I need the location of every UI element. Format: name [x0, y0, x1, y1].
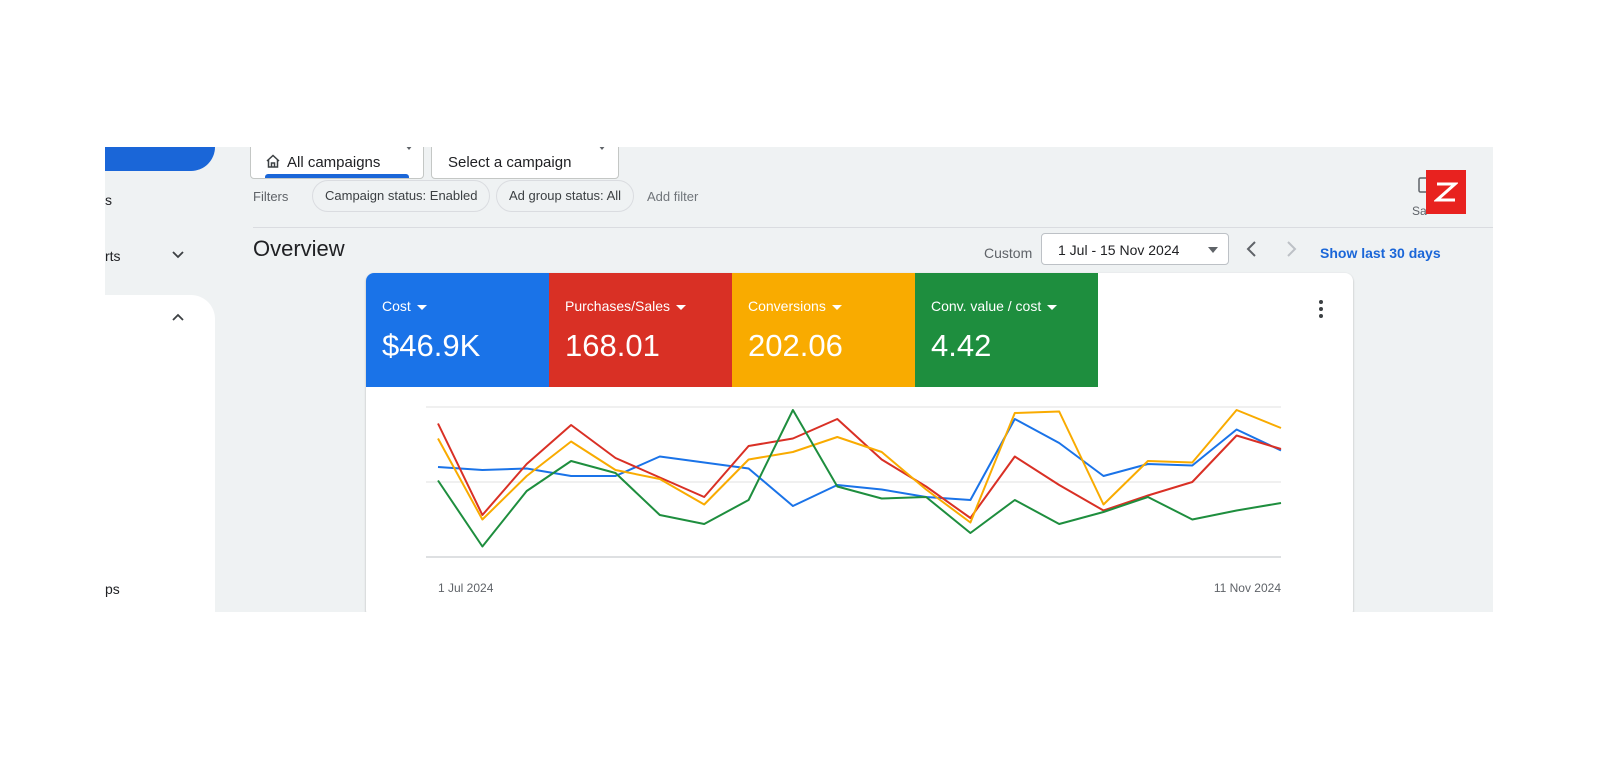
show-last-30-days-link[interactable]: Show last 30 days — [1320, 245, 1441, 261]
chevron-up-icon[interactable] — [171, 310, 185, 324]
series-line-0 — [437, 418, 1282, 507]
date-range-value: 1 Jul - 15 Nov 2024 — [1058, 242, 1180, 258]
metric-value: 168.01 — [565, 328, 660, 363]
sidebar-active-item[interactable] — [105, 147, 215, 171]
series-line-3 — [437, 409, 1282, 548]
all-campaigns-selector[interactable]: All campaigns — [250, 147, 424, 179]
caret-down-icon — [416, 304, 427, 310]
save-label: Sa — [1412, 204, 1427, 218]
caret-down-icon — [676, 304, 687, 310]
filters-label: Filters — [253, 189, 289, 204]
caret-down-icon — [1047, 304, 1058, 310]
chart-grid — [426, 406, 1281, 558]
expand-icon — [1434, 182, 1458, 202]
main-content: All campaigns Select a campaign Filters … — [215, 147, 1493, 612]
more-vert-icon[interactable] — [1316, 299, 1326, 319]
sidebar-item-label[interactable]: ps — [105, 581, 120, 597]
metric-tile-purchases[interactable]: Purchases/Sales 168.01 — [549, 273, 732, 387]
chart-series — [437, 409, 1282, 548]
metric-label: Cost — [382, 298, 411, 314]
overview-chart-card: Cost $46.9K Purchases/Sales 168.01 Conve… — [366, 273, 1353, 612]
caret-down-icon — [831, 304, 842, 310]
page-title: Overview — [253, 236, 345, 261]
metric-value: $46.9K — [382, 328, 481, 363]
metric-tile-conversions[interactable]: Conversions 202.06 — [732, 273, 915, 387]
x-axis-start-label: 1 Jul 2024 — [438, 581, 494, 595]
sidebar-item-label[interactable]: s — [105, 192, 112, 208]
metric-label: Conversions — [748, 298, 826, 314]
chevron-left-icon[interactable] — [1242, 239, 1262, 259]
series-line-1 — [437, 418, 1282, 519]
metric-tile-cost[interactable]: Cost $46.9K — [366, 273, 549, 387]
metric-label: Purchases/Sales — [565, 298, 671, 314]
chevron-down-icon[interactable] — [171, 248, 185, 262]
select-campaign-dropdown[interactable]: Select a campaign — [431, 147, 619, 179]
sidebar-item-label[interactable]: rts — [105, 248, 121, 264]
metric-tile-conv-value-cost[interactable]: Conv. value / cost 4.42 — [915, 273, 1098, 387]
select-campaign-label: Select a campaign — [448, 154, 572, 171]
screenshot-frame: s rts ps All campaigns Select a campaign… — [105, 147, 1493, 612]
sidebar: s rts ps — [105, 147, 215, 612]
caret-down-icon — [598, 147, 606, 150]
x-axis-end-label: 11 Nov 2024 — [1214, 581, 1281, 595]
divider — [253, 227, 1493, 228]
metric-value: 4.42 — [931, 328, 992, 363]
metric-label: Conv. value / cost — [931, 298, 1042, 314]
overview-line-chart: 1 Jul 2024 11 Nov 2024 — [426, 406, 1282, 595]
extension-expand-button[interactable] — [1426, 170, 1466, 214]
selected-indicator — [265, 174, 409, 178]
filter-chip-campaign-status[interactable]: Campaign status: Enabled — [312, 180, 491, 212]
chevron-right-icon[interactable] — [1281, 239, 1301, 259]
metric-value: 202.06 — [748, 328, 843, 363]
custom-label: Custom — [984, 245, 1033, 261]
caret-down-icon — [1208, 247, 1218, 253]
all-campaigns-label: All campaigns — [287, 154, 381, 171]
add-filter-button[interactable]: Add filter — [647, 189, 699, 204]
home-icon — [266, 154, 280, 168]
series-line-2 — [437, 409, 1282, 524]
date-range-picker[interactable]: 1 Jul - 15 Nov 2024 — [1041, 233, 1229, 265]
filter-chip-ad-group-status[interactable]: Ad group status: All — [496, 180, 635, 212]
sidebar-expanded-panel: ps — [105, 295, 215, 612]
caret-down-icon — [405, 147, 413, 150]
